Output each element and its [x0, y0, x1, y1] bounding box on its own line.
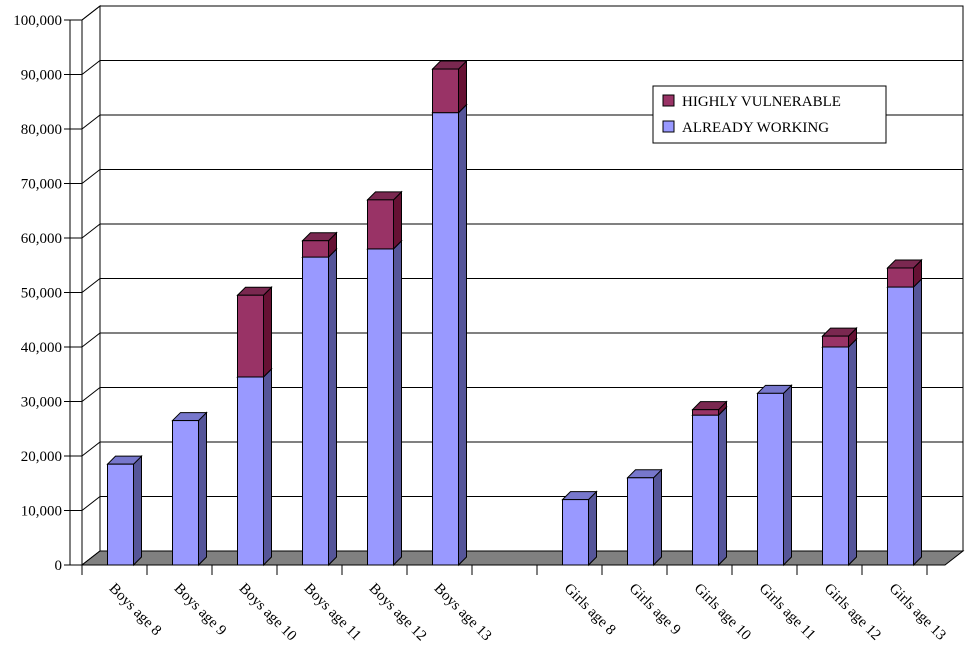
x-tick-label-boys-age-12: Boys age 12 [366, 581, 430, 645]
bar-girls-age-12-highly-vulnerable [822, 335, 849, 348]
gridline [81, 60, 963, 75]
x-tick-label-boys-age-10: Boys age 10 [236, 581, 300, 645]
x-tick-label-girls-age-11: Girls age 11 [756, 581, 819, 644]
legend: HIGHLY VULNERABLE ALREADY WORKING [652, 85, 887, 144]
x-tick-label-boys-age-13: Boys age 13 [431, 581, 495, 645]
legend-box [652, 85, 887, 144]
y-tick-label: 100,000 [13, 13, 62, 29]
bar-boys-age-10-already-working [237, 376, 264, 566]
y-tick-label: 80,000 [21, 122, 62, 138]
gridline [81, 332, 963, 348]
y-tick-label: 70,000 [21, 177, 62, 193]
bar-side-girls-age-10-already-working [718, 405, 727, 567]
bar-girls-age-11-already-working [757, 392, 784, 566]
y-axis: 0 10,000 20,000 30,000 40,000 50,000 60,000 70,… [13, 13, 82, 574]
bar-side-boys-age-13-already-working [458, 103, 467, 567]
x-tick-label-boys-age-9: Boys age 9 [171, 581, 229, 639]
bar-boys-age-12-highly-vulnerable [367, 199, 394, 250]
gridline [81, 278, 963, 293]
x-tick-label-boys-age-8: Boys age 8 [106, 581, 164, 639]
bar-side-boys-age-8-already-working [133, 454, 142, 567]
gridline [81, 496, 963, 511]
bar-girls-age-10-highly-vulnerable [692, 409, 719, 416]
bar-boys-age-11-highly-vulnerable [302, 240, 329, 258]
legend-label-highly-vulnerable: HIGHLY VULNERABLE [682, 94, 841, 110]
legend-label-already-working: ALREADY WORKING [682, 120, 829, 136]
bar-side-boys-age-12-already-working [393, 239, 402, 567]
x-tick-label-girls-age-13: Girls age 13 [886, 581, 949, 644]
x-tick-label-girls-age-10: Girls age 10 [691, 581, 754, 644]
legend-swatch-highly-vulnerable [662, 94, 675, 107]
bar-side-boys-age-12-highly-vulnerable [393, 190, 402, 251]
bar-girls-age-9-already-working [627, 477, 654, 566]
bar-boys-age-10-highly-vulnerable [237, 294, 264, 378]
bar-side-girls-age-8-already-working [588, 490, 597, 567]
y-tick-label: 60,000 [21, 231, 62, 247]
bar-girls-age-8-already-working [562, 499, 589, 566]
bar-girls-age-10-already-working [692, 414, 719, 566]
bar-girls-age-12-already-working [822, 346, 849, 566]
bar-boys-age-8-already-working [107, 463, 134, 566]
bar-side-boys-age-11-already-working [328, 247, 337, 567]
bar-side-girls-age-12-already-working [848, 337, 857, 567]
y-tick-label: 10,000 [21, 504, 62, 520]
bar-boys-age-9-already-working [172, 420, 199, 566]
gridline [81, 169, 963, 184]
bar-side-girls-age-11-already-working [783, 384, 792, 567]
bar-side-boys-age-9-already-working [198, 411, 207, 567]
y-tick-label: 0 [55, 558, 63, 574]
bar-boys-age-13-already-working [432, 112, 459, 566]
bars [106, 59, 923, 567]
x-tick-label-girls-age-8: Girls age 8 [561, 581, 619, 639]
x-tick-label-girls-age-12: Girls age 12 [821, 581, 884, 644]
bar-girls-age-13-already-working [887, 286, 914, 566]
y-tick-label: 40,000 [21, 340, 62, 356]
bar-side-girls-age-13-already-working [913, 277, 922, 567]
y-tick-label: 90,000 [21, 68, 62, 84]
y-tick-label: 20,000 [21, 449, 62, 465]
bar-girls-age-13-highly-vulnerable [887, 267, 914, 288]
x-tick-label-boys-age-11: Boys age 11 [301, 581, 364, 644]
gridlines [81, 5, 963, 566]
gridline [81, 223, 963, 239]
bar-side-boys-age-10-already-working [263, 367, 272, 567]
bar-boys-age-11-already-working [302, 256, 329, 566]
legend-swatch-already-working [662, 120, 675, 133]
bar-side-boys-age-10-highly-vulnerable [263, 286, 272, 379]
bar-boys-age-13-highly-vulnerable [432, 68, 459, 114]
y-tick-label: 30,000 [21, 395, 62, 411]
gridline [81, 441, 963, 457]
bar-side-boys-age-13-highly-vulnerable [458, 59, 467, 114]
gridline [81, 5, 963, 21]
gridline [81, 387, 963, 402]
y-tick-label: 50,000 [21, 286, 62, 302]
x-tick-label-girls-age-9: Girls age 9 [626, 581, 684, 639]
x-axis: Boys age 8 Boys age 9 Boys age 10 Boys age … [81, 564, 949, 645]
bar-side-girls-age-9-already-working [653, 468, 662, 567]
bar-boys-age-12-already-working [367, 248, 394, 566]
